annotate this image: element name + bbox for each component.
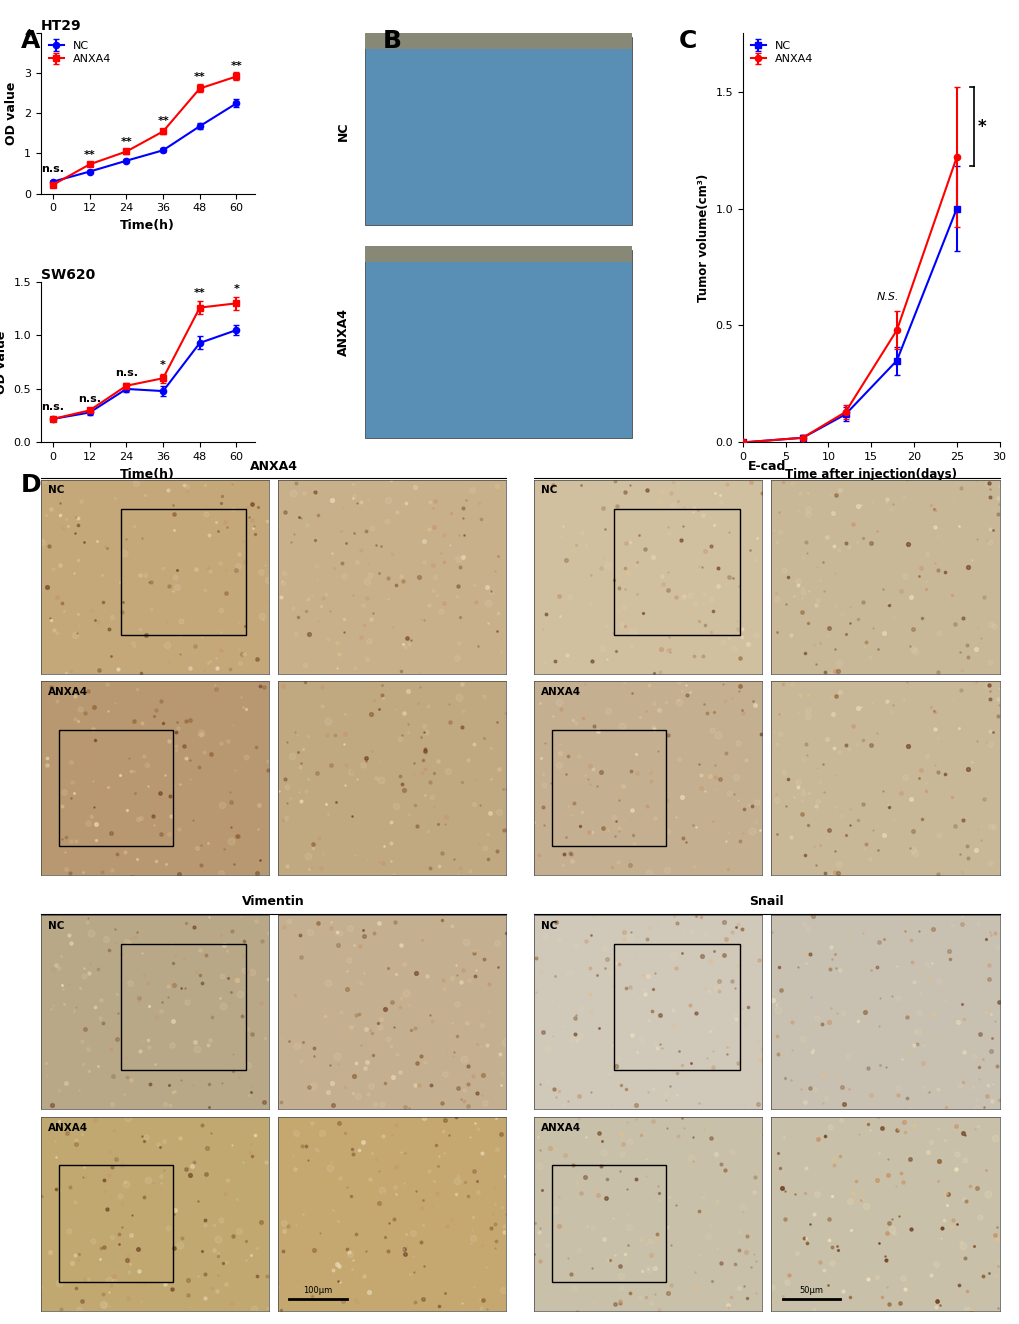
Text: ANXA4: ANXA4 — [250, 459, 298, 473]
FancyBboxPatch shape — [365, 250, 632, 438]
Text: Vimentin: Vimentin — [242, 895, 305, 908]
Text: NC: NC — [540, 920, 556, 931]
X-axis label: Time(h): Time(h) — [120, 218, 175, 232]
Text: **: ** — [230, 61, 243, 71]
Legend: NC, ANXA4: NC, ANXA4 — [748, 38, 815, 66]
Text: 50μm: 50μm — [799, 1286, 822, 1295]
Text: Snail: Snail — [749, 895, 784, 908]
Text: ANXA4: ANXA4 — [48, 1123, 88, 1132]
Text: B: B — [382, 29, 401, 53]
Text: **: ** — [194, 289, 206, 298]
Y-axis label: OD value: OD value — [5, 82, 18, 146]
Y-axis label: Tumor volume(cm³): Tumor volume(cm³) — [696, 173, 709, 302]
Text: NC: NC — [48, 920, 64, 931]
Text: ANXA4: ANXA4 — [540, 687, 581, 698]
Text: N.S.: N.S. — [876, 293, 899, 302]
Text: n.s.: n.s. — [42, 402, 64, 413]
X-axis label: Time after injection(days): Time after injection(days) — [785, 467, 956, 481]
Text: n.s.: n.s. — [42, 164, 64, 173]
X-axis label: Time(h): Time(h) — [120, 467, 175, 481]
Text: NC: NC — [48, 486, 64, 495]
Text: **: ** — [84, 150, 96, 159]
Text: n.s.: n.s. — [115, 368, 138, 379]
Text: SW620: SW620 — [41, 267, 95, 282]
Text: E-cad: E-cad — [747, 459, 786, 473]
FancyBboxPatch shape — [365, 37, 632, 225]
Text: 100μm: 100μm — [303, 1286, 332, 1295]
FancyBboxPatch shape — [365, 246, 632, 262]
Text: D: D — [20, 473, 41, 496]
Text: NC: NC — [540, 486, 556, 495]
Text: *: * — [233, 283, 239, 294]
Text: ANXA4: ANXA4 — [540, 1123, 581, 1132]
Text: **: ** — [157, 117, 169, 126]
Text: ANXA4: ANXA4 — [336, 308, 350, 356]
Text: NC: NC — [336, 122, 350, 142]
Text: HT29: HT29 — [41, 19, 82, 33]
Legend: NC, ANXA4: NC, ANXA4 — [46, 38, 113, 66]
Text: **: ** — [194, 73, 206, 82]
Y-axis label: OD value: OD value — [0, 331, 8, 393]
Text: **: ** — [120, 136, 132, 147]
Text: C: C — [678, 29, 696, 53]
FancyBboxPatch shape — [365, 33, 632, 49]
Text: *: * — [977, 118, 985, 135]
Text: *: * — [160, 360, 166, 369]
Text: A: A — [20, 29, 40, 53]
Text: n.s.: n.s. — [78, 395, 101, 404]
Text: ANXA4: ANXA4 — [48, 687, 88, 698]
